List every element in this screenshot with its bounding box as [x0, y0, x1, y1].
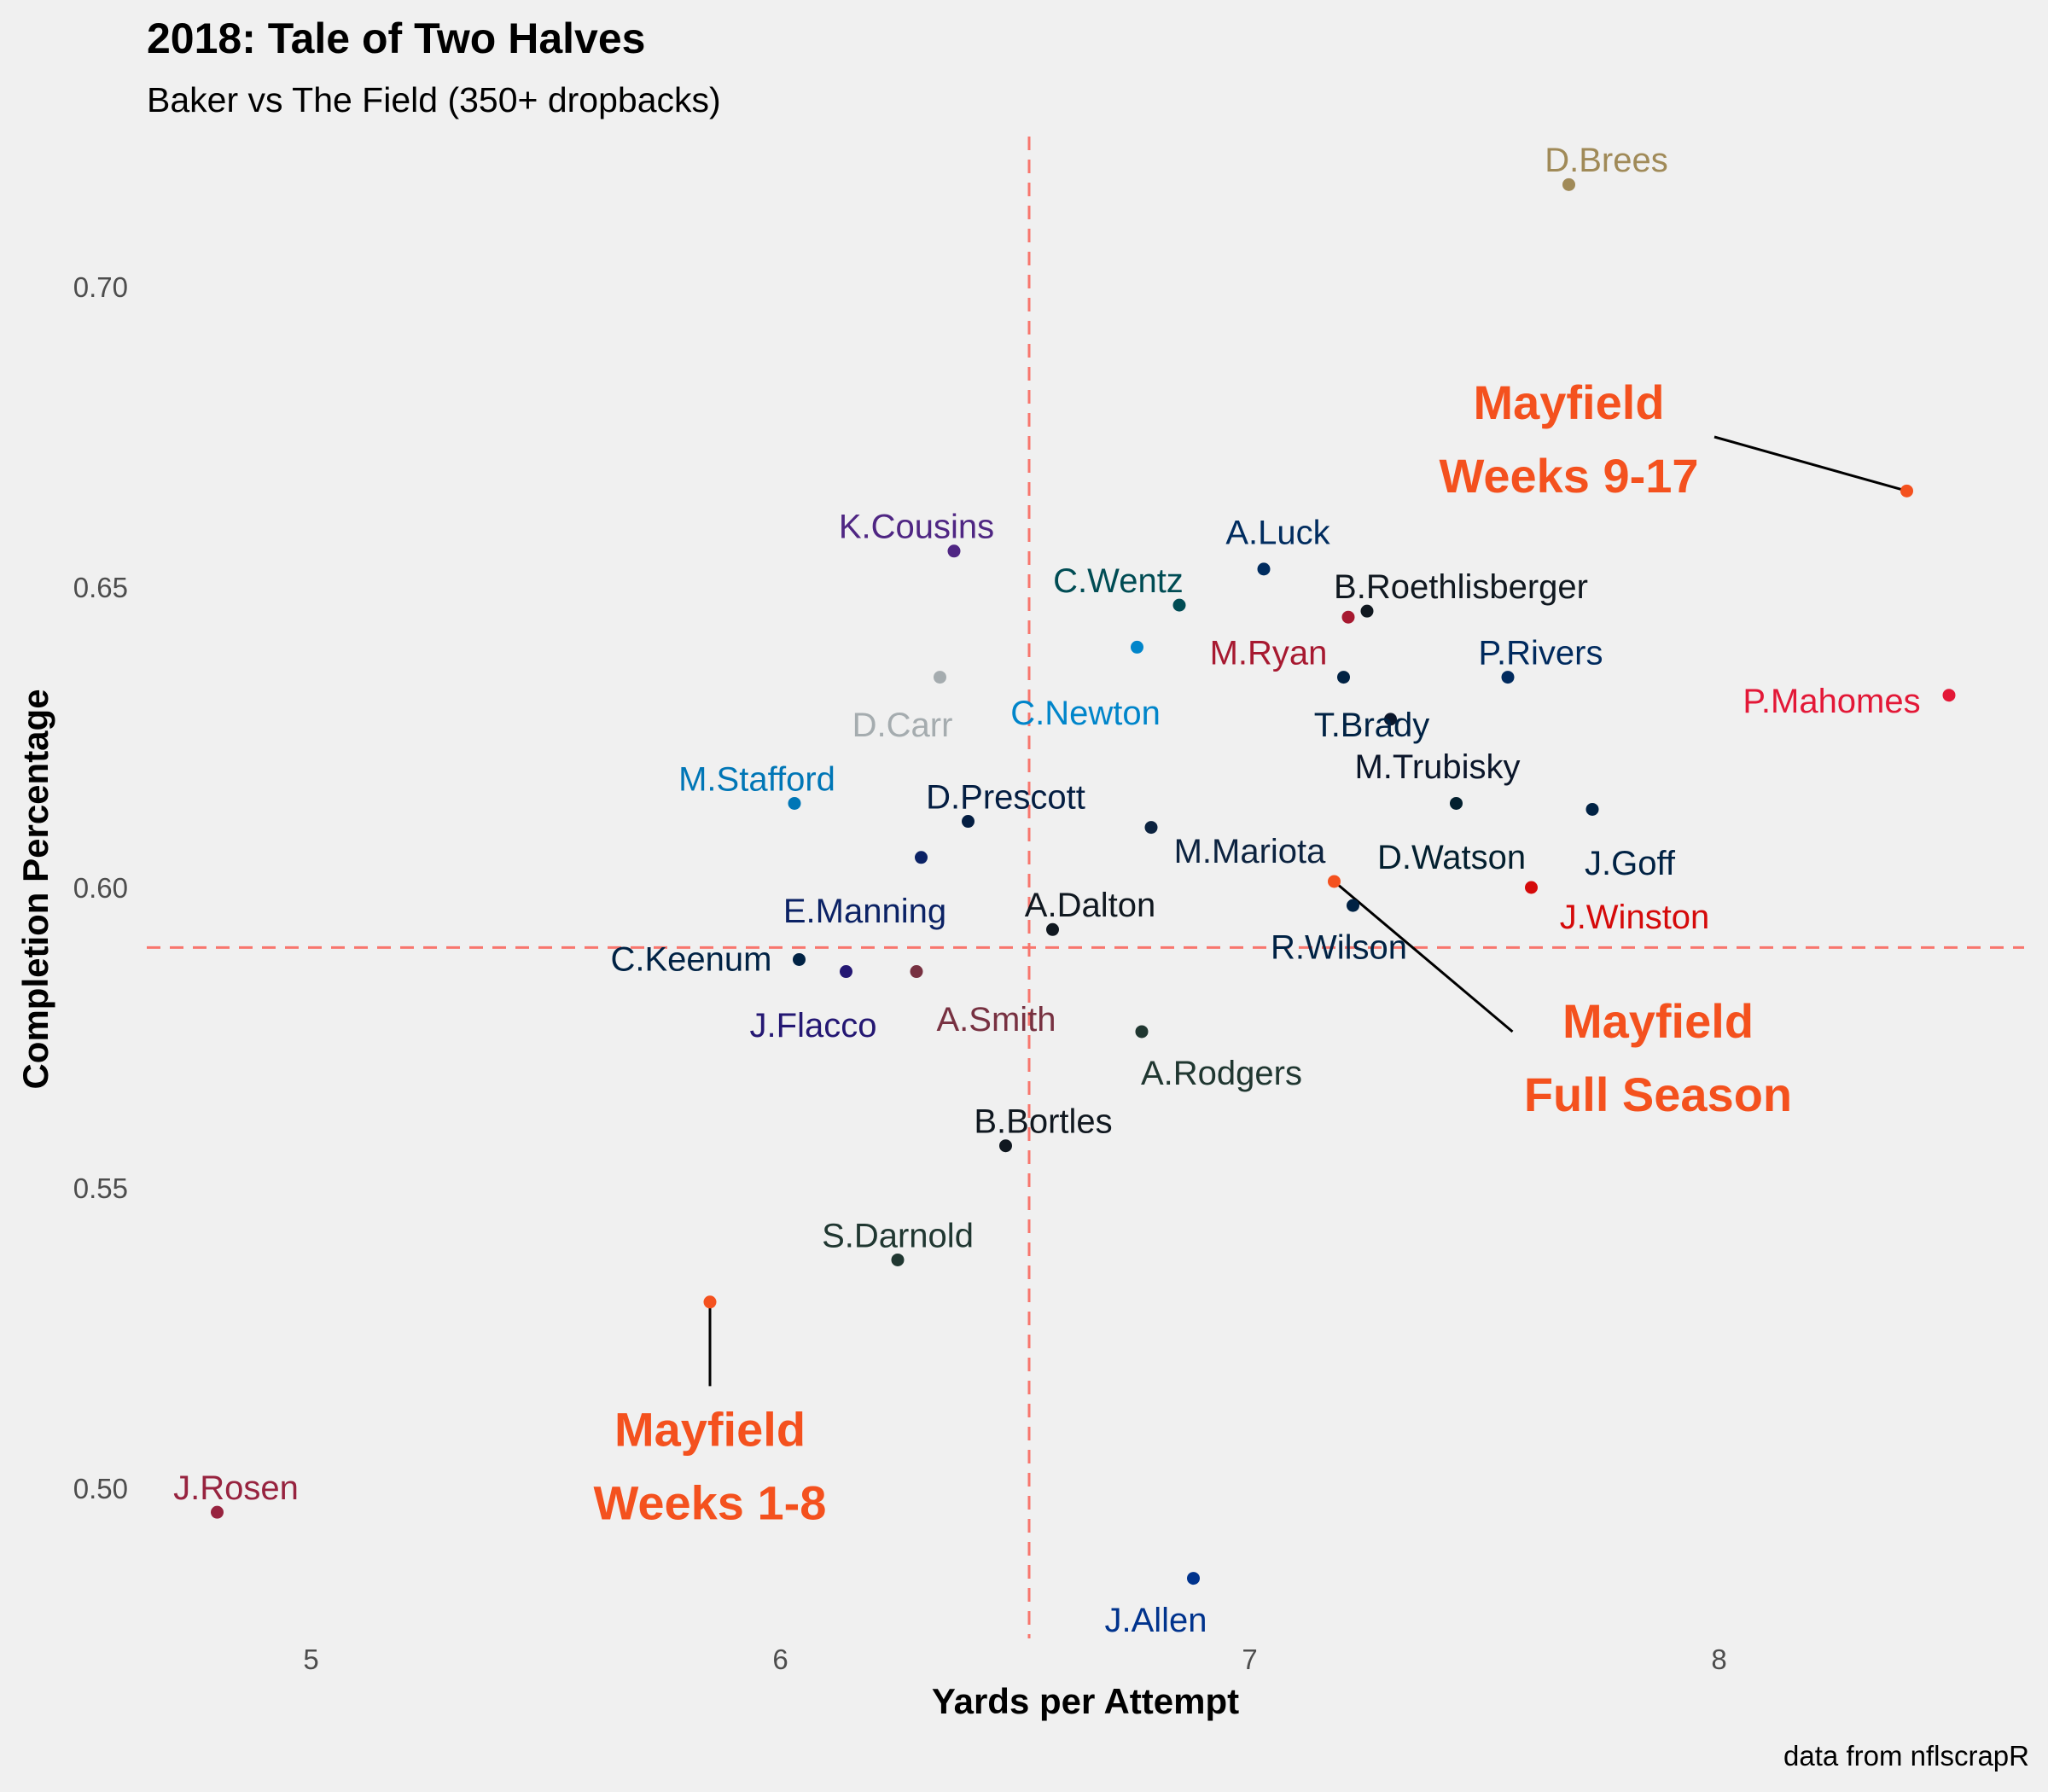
point-label: J.Goff	[1585, 845, 1676, 882]
data-point	[1562, 177, 1575, 191]
point-label: A.Smith	[936, 1001, 1056, 1039]
y-axis-ticks: 0.50 0.55 0.60 0.65 0.70	[73, 271, 128, 1504]
point-label: J.Winston	[1560, 899, 1710, 936]
data-point	[1341, 610, 1355, 624]
point-label: D.Carr	[852, 707, 953, 744]
chart-subtitle: Baker vs The Field (350+ dropbacks)	[147, 80, 721, 119]
point-label: M.Ryan	[1210, 634, 1328, 672]
data-point	[1337, 671, 1350, 684]
point-label: A.Rodgers	[1141, 1055, 1302, 1092]
data-point	[1450, 796, 1463, 810]
data-point	[1131, 640, 1143, 654]
point-label: C.Newton	[1010, 695, 1161, 732]
data-point	[211, 1505, 224, 1519]
point-label: A.Luck	[1225, 515, 1330, 552]
point-label: D.Prescott	[926, 778, 1085, 816]
point-label: S.Darnold	[822, 1217, 974, 1254]
x-axis-title: Yards per Attempt	[932, 1681, 1239, 1721]
callout-label-line: Mayfield	[614, 1403, 806, 1457]
point-label: T.Brady	[1314, 707, 1430, 744]
data-point	[1384, 713, 1397, 726]
y-tick-label: 0.55	[73, 1172, 128, 1204]
y-tick-label: 0.50	[73, 1473, 128, 1504]
data-point	[1942, 689, 1956, 702]
x-tick-label: 7	[1242, 1644, 1257, 1675]
point-label: E.Manning	[783, 893, 946, 930]
point-label: P.Mahomes	[1743, 683, 1920, 720]
callout-label-line: Mayfield	[1473, 375, 1664, 429]
x-tick-label: 6	[772, 1644, 788, 1675]
callout-label-line: Weeks 9-17	[1439, 449, 1698, 503]
data-point	[1135, 1025, 1149, 1039]
y-tick-label: 0.60	[73, 872, 128, 904]
point-label: M.Stafford	[678, 760, 835, 798]
point-labels: D.Brees K.Cousins A.Luck C.Wentz B.Roethlisb…	[173, 142, 1921, 1639]
point-label: C.Keenum	[611, 940, 772, 978]
point-label: A.Dalton	[1025, 887, 1155, 924]
point-label: B.Roethlisberger	[1334, 568, 1588, 606]
data-point	[947, 544, 961, 558]
data-point	[840, 965, 852, 979]
point-label: M.Trubisky	[1354, 748, 1520, 786]
chart-caption: data from nflscrapR	[1783, 1740, 2029, 1772]
data-point	[934, 671, 946, 684]
point-label: R.Wilson	[1271, 928, 1407, 966]
data-point	[1360, 604, 1374, 618]
data-point	[915, 851, 928, 864]
data-point	[910, 965, 923, 979]
callout-line	[1713, 435, 1907, 492]
callout-line	[1333, 880, 1514, 1033]
data-point	[788, 796, 801, 810]
callout-label-line: Weeks 1-8	[594, 1476, 827, 1530]
x-axis-ticks: 5 6 7 8	[303, 1644, 1726, 1675]
data-point	[999, 1139, 1012, 1153]
highlight-point	[1328, 875, 1341, 888]
highlight-point	[1900, 484, 1913, 497]
callout-label-line: Mayfield	[1562, 994, 1754, 1048]
y-tick-label: 0.70	[73, 271, 128, 303]
highlight-point	[703, 1295, 717, 1309]
data-point	[1585, 802, 1599, 816]
data-point	[1257, 562, 1271, 576]
data-point	[962, 815, 975, 829]
data-point	[1501, 671, 1515, 684]
point-label: C.Wentz	[1053, 562, 1184, 600]
point-label: K.Cousins	[839, 509, 994, 546]
data-point	[1046, 922, 1059, 936]
callout-label: Mayfield Weeks 1-8	[594, 1403, 827, 1530]
point-label: J.Allen	[1104, 1602, 1207, 1639]
data-points	[211, 177, 1956, 1585]
x-tick-label: 5	[303, 1644, 318, 1675]
callout-label: Mayfield Weeks 9-17	[1439, 375, 1698, 503]
y-tick-label: 0.65	[73, 572, 128, 603]
y-axis-title: Completion Percentage	[15, 689, 55, 1089]
point-label: B.Bortles	[974, 1103, 1112, 1141]
data-point	[1172, 598, 1186, 612]
point-label: P.Rivers	[1479, 634, 1603, 672]
x-tick-label: 8	[1711, 1644, 1726, 1675]
data-point	[1525, 881, 1538, 894]
point-label: D.Watson	[1377, 839, 1526, 876]
reference-lines	[147, 137, 2024, 1638]
chart-title: 2018: Tale of Two Halves	[147, 15, 645, 62]
point-label: J.Rosen	[173, 1469, 299, 1507]
data-point	[793, 952, 806, 966]
point-label: M.Mariota	[1174, 833, 1327, 870]
data-point	[891, 1253, 905, 1266]
data-point	[1347, 899, 1359, 912]
data-point	[1187, 1572, 1200, 1585]
point-label: D.Brees	[1545, 142, 1668, 179]
point-label: J.Flacco	[750, 1007, 877, 1044]
data-point	[1144, 821, 1158, 835]
callout-label-line: Full Season	[1524, 1068, 1792, 1121]
callout-label: Mayfield Full Season	[1524, 994, 1792, 1121]
callout-lines	[708, 435, 1907, 1387]
